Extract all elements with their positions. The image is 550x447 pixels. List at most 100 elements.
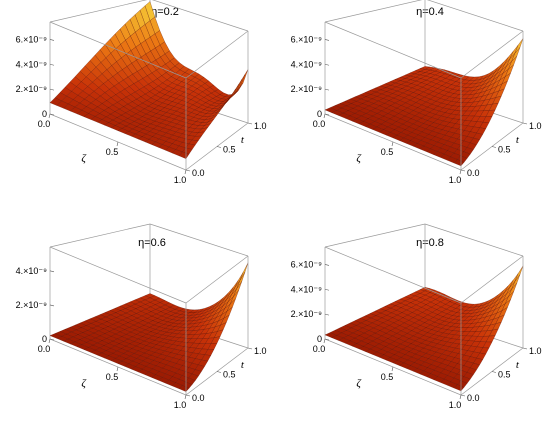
- surface-cell: [178, 151, 190, 159]
- y-axis-label: t: [241, 134, 245, 146]
- x-tick-label: 0.5: [106, 147, 119, 157]
- z-tick-mark: [324, 39, 330, 41]
- panel-title: η=0.6: [138, 237, 166, 249]
- y-tick-label: 0.5: [498, 145, 511, 155]
- z-tick-mark: [49, 88, 55, 91]
- y-axis-label: t: [241, 359, 245, 371]
- z-tick-label: 2.×10⁻⁹: [16, 84, 48, 94]
- z-tick-mark: [49, 270, 55, 273]
- x-axis-label: ζ: [81, 153, 87, 165]
- y-tick-mark: [491, 371, 497, 373]
- surface-cell: [453, 159, 465, 167]
- box-edge-top: [324, 246, 462, 304]
- z-tick-mark: [49, 113, 55, 116]
- x-tick-label: 0.0: [313, 119, 326, 129]
- x-tick-mark: [459, 394, 462, 400]
- y-tick-mark: [216, 371, 222, 373]
- x-tick-mark: [116, 366, 119, 372]
- x-tick-mark: [391, 366, 394, 372]
- z-tick-mark: [324, 113, 330, 116]
- z-tick-label: 6.×10⁻⁹: [16, 34, 48, 44]
- x-tick-label: 0.0: [38, 344, 51, 354]
- y-tick-label: 1.0: [254, 121, 267, 131]
- y-tick-mark: [491, 146, 497, 148]
- z-tick-label: 6.×10⁻⁹: [291, 259, 323, 269]
- z-tick-label: 0: [42, 109, 47, 119]
- z-tick-label: 0: [317, 334, 322, 344]
- z-tick-mark: [49, 39, 55, 41]
- z-tick-mark: [324, 313, 330, 316]
- surface-cell: [514, 38, 524, 54]
- x-tick-label: 1.0: [174, 175, 187, 185]
- z-tick-label: 0: [42, 334, 47, 344]
- box-edge-top: [185, 255, 249, 304]
- surface-mesh: [49, 1, 249, 159]
- z-tick-mark: [324, 264, 330, 266]
- z-tick-label: 4.×10⁻⁹: [291, 284, 323, 294]
- y-axis-label: t: [516, 359, 520, 371]
- z-tick-label: 4.×10⁻⁹: [16, 266, 48, 276]
- box-edge-top: [424, 223, 524, 257]
- z-tick-mark: [49, 304, 55, 307]
- surface-cell: [239, 262, 249, 281]
- y-tick-label: 1.0: [529, 346, 542, 356]
- y-tick-mark: [216, 146, 222, 148]
- box-edge-top: [324, 223, 426, 248]
- x-tick-label: 1.0: [174, 400, 187, 410]
- surface-cell: [178, 385, 190, 392]
- x-tick-mark: [323, 113, 326, 119]
- y-tick-label: 1.0: [529, 121, 542, 131]
- x-axis-label: ζ: [81, 378, 87, 390]
- z-tick-mark: [324, 88, 330, 91]
- z-tick-mark: [324, 338, 330, 341]
- y-tick-label: 0.5: [223, 145, 236, 155]
- x-tick-label: 0.0: [313, 344, 326, 354]
- panel-title: η=0.2: [151, 6, 179, 18]
- y-axis-label: t: [516, 134, 520, 146]
- panel-title: η=0.4: [416, 6, 444, 18]
- x-tick-mark: [116, 141, 119, 147]
- y-tick-mark: [185, 394, 191, 397]
- y-tick-label: 0.0: [192, 393, 205, 403]
- box-edge-top: [49, 0, 148, 23]
- x-tick-label: 0.0: [38, 119, 51, 129]
- z-tick-label: 2.×10⁻⁹: [291, 309, 323, 319]
- y-tick-mark: [247, 347, 253, 350]
- y-tick-label: 0.0: [192, 168, 205, 178]
- z-tick-label: 2.×10⁻⁹: [291, 84, 323, 94]
- x-tick-mark: [323, 338, 326, 344]
- y-tick-label: 0.5: [498, 370, 511, 380]
- surface-panel-eta-0-4: η=0.4 0 2.×10⁻⁹ 4.×10⁻⁹ 6.×10⁻⁹ 0.0 0.5 1.0 ζ 0.0…: [291, 0, 542, 185]
- box-edge-top: [460, 30, 524, 79]
- surface-cell: [453, 384, 465, 392]
- surface-mesh: [324, 265, 524, 392]
- x-tick-label: 1.0: [449, 175, 462, 185]
- x-tick-mark: [184, 394, 187, 400]
- surface-panel-eta-0-6: η=0.6 0 2.×10⁻⁹ 4.×10⁻⁹ 0.0 0.5 1.0 ζ 0.0 0.5 1.0 t: [16, 223, 267, 410]
- x-tick-label: 1.0: [449, 400, 462, 410]
- x-tick-mark: [48, 338, 51, 344]
- y-tick-label: 0.0: [467, 168, 480, 178]
- box-edge-top: [49, 223, 151, 248]
- box-edge-top: [151, 0, 249, 32]
- z-tick-mark: [324, 288, 330, 291]
- box-edge-top: [49, 21, 187, 79]
- y-tick-mark: [522, 122, 528, 125]
- x-tick-label: 0.5: [106, 372, 119, 382]
- y-tick-mark: [247, 122, 253, 125]
- surface-panel-eta-0-2: η=0.2 0 2.×10⁻⁹ 4.×10⁻⁹ 6.×10⁻⁹ 0.0 0.5 1.0 ζ 0.0…: [16, 0, 267, 185]
- z-tick-mark: [49, 63, 55, 66]
- surface-mesh: [324, 38, 524, 167]
- y-tick-label: 1.0: [254, 346, 267, 356]
- x-tick-label: 0.5: [381, 147, 394, 157]
- z-tick-mark: [49, 338, 55, 341]
- box-edge-top: [324, 21, 462, 79]
- z-tick-label: 4.×10⁻⁹: [291, 59, 323, 69]
- y-tick-mark: [460, 169, 466, 172]
- surface-cell: [514, 265, 524, 282]
- z-tick-label: 6.×10⁻⁹: [291, 34, 323, 44]
- x-tick-mark: [48, 113, 51, 119]
- box-edge-top: [324, 0, 423, 23]
- box-edge-top: [460, 255, 524, 304]
